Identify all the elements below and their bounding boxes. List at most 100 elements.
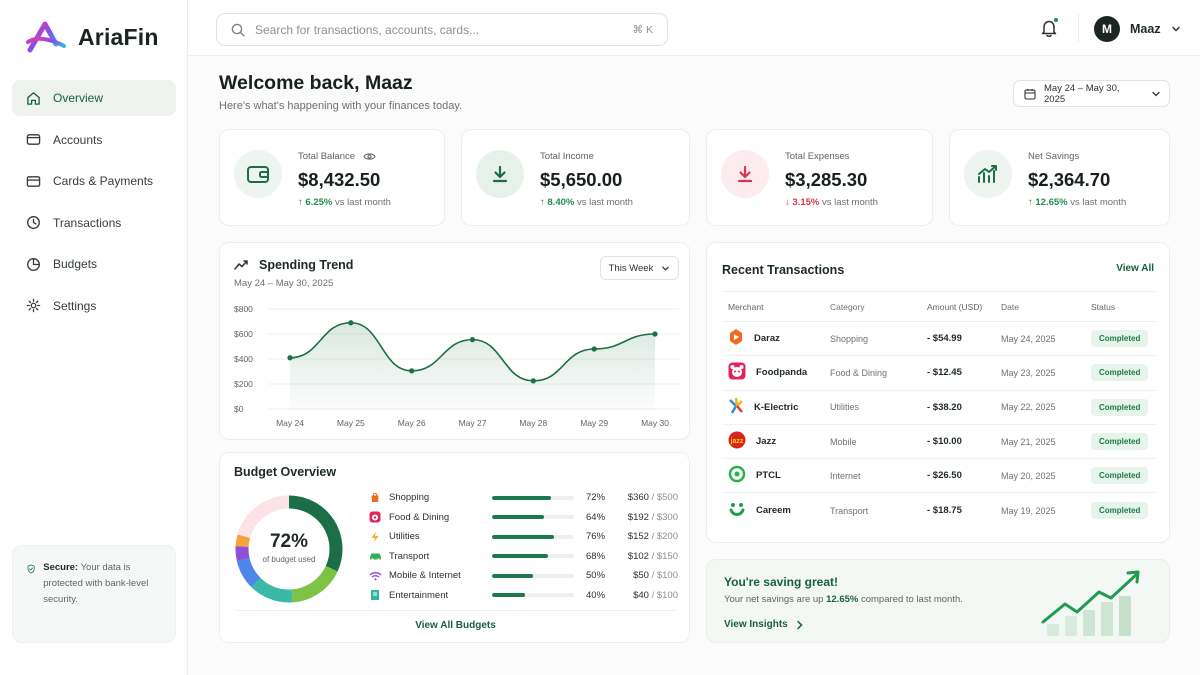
stat-card-total-expenses[interactable]: Total Expenses $3,285.30 ↓ 3.15% vs last… <box>706 129 933 226</box>
wallet-icon <box>234 150 282 198</box>
stat-value: $5,650.00 <box>540 169 623 190</box>
date-cell: May 23, 2025 <box>1001 367 1056 378</box>
k-electric-logo-icon <box>728 397 744 418</box>
budget-row[interactable]: Mobile & Internet 50% $50 / $100 <box>368 566 678 586</box>
budget-row[interactable]: Transport 68% $102 / $150 <box>368 547 678 567</box>
stat-trend: ↓ 3.15% vs last month <box>785 197 878 208</box>
stat-change: 8.40% <box>547 197 575 208</box>
user-menu[interactable]: M Maaz <box>1094 16 1181 42</box>
column-header[interactable]: Date <box>1001 301 1019 312</box>
table-row[interactable]: K-Electric Utilities - $38.20 May 22, 2025 C… <box>722 391 1156 425</box>
shield-check-icon <box>27 564 35 574</box>
sidebar-item-budgets[interactable]: Budgets <box>12 246 176 282</box>
budget-amount: $50 / $100 <box>622 570 678 581</box>
budget-percent: 72% <box>269 531 309 552</box>
sidebar-item-label: Settings <box>53 298 97 313</box>
spending-area <box>290 322 655 409</box>
data-point <box>348 320 354 326</box>
eye-icon[interactable] <box>363 152 376 161</box>
date-cell: May 19, 2025 <box>1001 505 1056 516</box>
search-input[interactable] <box>255 22 623 37</box>
app-logo[interactable]: AriaFin <box>26 20 159 54</box>
sidebar-nav: Overview Accounts Cards & Payments Trans… <box>12 80 176 330</box>
sidebar-item-overview[interactable]: Overview <box>12 80 176 116</box>
table-row[interactable]: jazz Jazz Mobile - $10.00 May 21, 2025 Comple… <box>722 425 1156 460</box>
table-row[interactable]: PTCL Internet - $26.50 May 20, 2025 Complete… <box>722 459 1156 494</box>
merchant-name: Jazz <box>756 436 777 448</box>
budget-row[interactable]: Entertainment 40% $40 / $100 <box>368 586 678 606</box>
growth-chart-illustration <box>1041 570 1140 636</box>
column-header[interactable]: Category <box>830 301 865 312</box>
category-cell: Food & Dining <box>830 367 888 378</box>
status-badge: Completed <box>1091 467 1149 485</box>
view-all-budgets-link[interactable]: View All Budgets <box>415 620 496 631</box>
app-name: AriaFin <box>78 23 159 50</box>
user-name: Maaz <box>1130 22 1161 36</box>
amount-cell: - $54.99 <box>927 333 962 345</box>
budget-spent: $50 <box>633 570 649 582</box>
amount-cell: - $10.00 <box>927 436 962 448</box>
budget-amount: $192 / $300 <box>622 512 678 523</box>
view-insights-link[interactable]: View Insights <box>724 619 804 630</box>
merchant-cell: Daraz <box>722 328 830 349</box>
budget-spent: $192 <box>627 511 649 523</box>
view-all-transactions-link[interactable]: View All <box>1116 263 1154 274</box>
sidebar-item-cards-payments[interactable]: Cards & Payments <box>12 163 176 199</box>
topbar: ⌘ K M Maaz <box>188 0 1200 56</box>
budget-total: / $300 <box>651 511 678 523</box>
secure-notice: Secure: Your data is protected with bank… <box>12 545 176 643</box>
budget-row[interactable]: Utilities 76% $152 / $200 <box>368 527 678 547</box>
data-point <box>591 346 597 352</box>
notifications-button[interactable] <box>1040 17 1059 43</box>
budget-total: / $500 <box>651 492 678 504</box>
stat-card-total-balance[interactable]: Total Balance $8,432.50 ↑ 6.25% vs last … <box>219 129 445 226</box>
data-point <box>530 378 536 384</box>
search-box[interactable]: ⌘ K <box>216 13 668 46</box>
stat-value: $8,432.50 <box>298 169 381 190</box>
stat-change: 3.15% <box>792 197 820 208</box>
stat-change: 6.25% <box>305 197 333 208</box>
table-row[interactable]: Daraz Shopping - $54.99 May 24, 2025 Complet… <box>722 322 1156 357</box>
column-header[interactable]: Status <box>1091 301 1116 312</box>
wifi-icon <box>368 569 382 583</box>
budget-row[interactable]: Food & Dining 64% $192 / $300 <box>368 508 678 528</box>
status-badge: Completed <box>1091 364 1149 382</box>
chevron-down-icon <box>1152 91 1160 96</box>
category-cell: Transport <box>830 505 869 516</box>
spending-range: May 24 – May 30, 2025 <box>234 278 334 289</box>
table-row[interactable]: Foodpanda Food & Dining - $12.45 May 23, 20… <box>722 356 1156 391</box>
sidebar-item-label: Budgets <box>53 257 98 272</box>
category-cell: Internet <box>830 470 861 481</box>
gear-icon <box>26 299 41 313</box>
secure-message: Your data is protected with bank-level s… <box>43 562 149 605</box>
sidebar-item-transactions[interactable]: Transactions <box>12 205 176 241</box>
budget-total: / $100 <box>651 589 678 601</box>
budget-row[interactable]: Shopping 72% $360 / $500 <box>368 488 678 508</box>
budget-percent: 76% <box>586 531 606 543</box>
arrow-up-icon: ↑ <box>298 197 306 208</box>
data-point <box>652 331 658 337</box>
savings-highlight: 12.65% <box>826 594 859 605</box>
stat-card-net-savings[interactable]: Net Savings $2,364.70 ↑ 12.65% vs last m… <box>949 129 1170 226</box>
budget-progress-bar <box>492 515 574 520</box>
notification-dot <box>1053 17 1059 23</box>
budget-spent: $40 <box>633 589 649 601</box>
chevron-down-icon <box>1171 26 1180 32</box>
budget-progress-bar <box>492 573 574 578</box>
table-row[interactable]: Careem Transport - $18.75 May 19, 2025 Compl… <box>722 493 1156 527</box>
stat-card-total-income[interactable]: Total Income $5,650.00 ↑ 8.40% vs last m… <box>461 129 690 226</box>
y-tick-label: $0 <box>234 404 244 414</box>
x-tick-label: May 26 <box>398 418 426 428</box>
data-point <box>287 355 293 361</box>
savings-text: Your net savings are up 12.65% compared … <box>724 594 963 605</box>
period-select[interactable]: This Week <box>600 256 679 280</box>
column-header[interactable]: Amount (USD) <box>927 301 983 312</box>
status-badge: Completed <box>1091 433 1149 451</box>
sidebar-item-settings[interactable]: Settings <box>12 288 176 324</box>
budget-spent: $102 <box>627 550 649 562</box>
careem-logo-icon <box>728 500 746 521</box>
food-icon <box>368 510 382 524</box>
sidebar-item-accounts[interactable]: Accounts <box>12 122 176 158</box>
date-range-picker[interactable]: May 24 – May 30, 2025 <box>1013 80 1170 107</box>
column-header[interactable]: Merchant <box>728 301 764 312</box>
